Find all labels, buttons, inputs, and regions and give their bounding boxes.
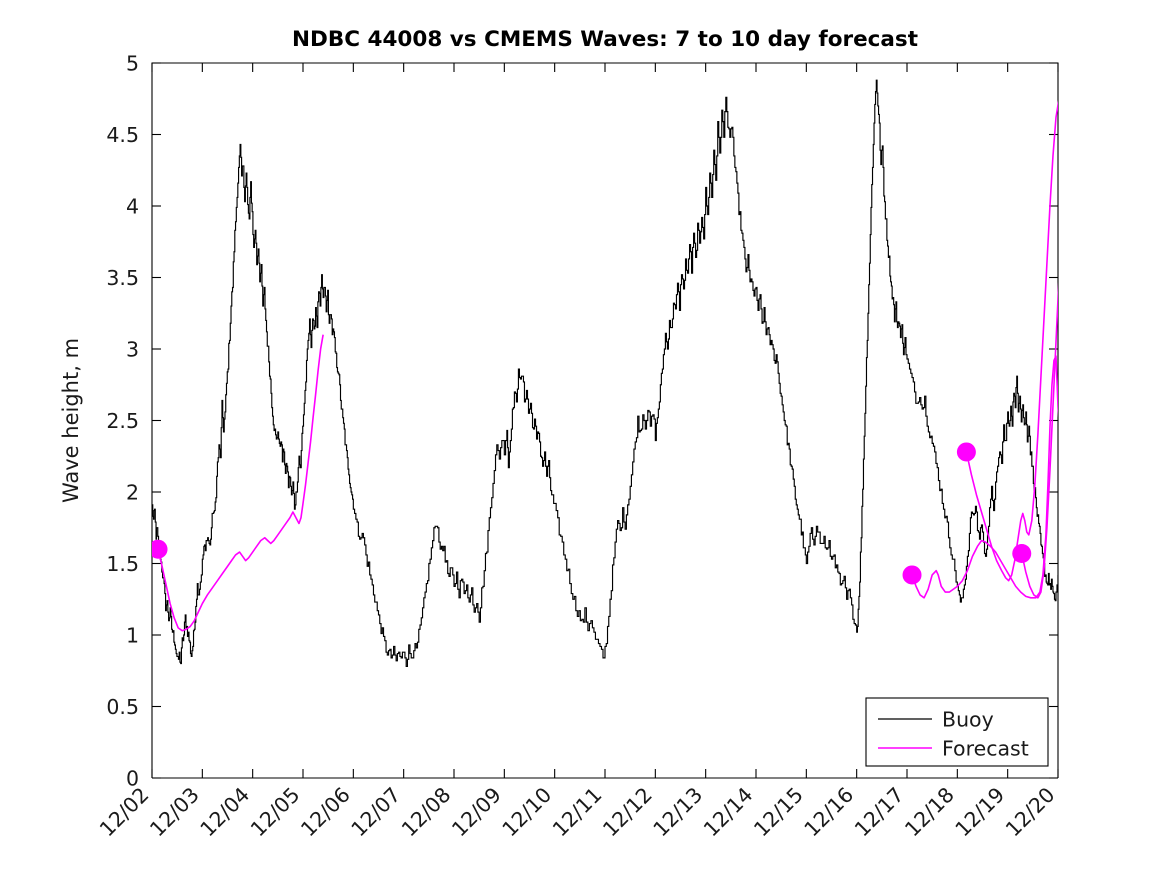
legend-label-buoy: Buoy [942, 708, 994, 732]
x-tick-label-0: 12/02 [95, 783, 154, 842]
x-tick-label-3: 12/05 [246, 783, 305, 842]
data-layer [152, 79, 1058, 668]
x-tick-label-12: 12/14 [699, 783, 758, 842]
y-axis: 0 0.5 1 1.5 2 2.5 3 3.5 4 4.5 5 [106, 52, 1058, 791]
y-tick-label-7: 3.5 [106, 266, 139, 290]
x-tick-label-4: 12/06 [296, 783, 355, 842]
plot-frame [151, 62, 1059, 778]
x-tick-label-1: 12/03 [145, 783, 204, 842]
x-tick-label-8: 12/10 [497, 783, 556, 842]
y-tick-label-8: 4 [126, 195, 139, 219]
chart-title: NDBC 44008 vs CMEMS Waves: 7 to 10 day f… [292, 27, 918, 52]
legend: Buoy Forecast [865, 697, 1049, 767]
x-tick-label-17: 12/19 [950, 783, 1009, 842]
y-tick-label-5: 2.5 [106, 409, 139, 433]
legend-box [865, 697, 1049, 767]
y-tick-label-3: 1.5 [106, 552, 139, 576]
series-forecast-run-2 [911, 355, 1058, 599]
y-tick-label-2: 1 [126, 624, 139, 648]
forecast-start-marker-1 [902, 565, 922, 585]
series-forecast-run-4 [1020, 281, 1058, 599]
y-tick-label-4: 2 [126, 481, 139, 505]
y-tick-label-10: 5 [126, 52, 139, 76]
x-tick-label-5: 12/07 [346, 783, 405, 842]
y-tick-label-0: 0 [126, 767, 139, 791]
x-tick-label-6: 12/08 [397, 783, 456, 842]
x-tick-label-16: 12/18 [900, 783, 959, 842]
x-tick-label-11: 12/13 [648, 783, 707, 842]
y-tick-label-6: 3 [126, 338, 139, 362]
y-tick-label-9: 4.5 [106, 123, 139, 147]
legend-label-forecast: Forecast [942, 737, 1029, 761]
y-axis-label: Wave height, m [59, 338, 83, 503]
x-tick-label-15: 12/17 [850, 783, 909, 842]
y-tick-label-1: 0.5 [106, 695, 139, 719]
x-tick-label-7: 12/09 [447, 783, 506, 842]
forecast-start-marker-0 [152, 539, 168, 559]
series-forecast-run-1 [157, 334, 324, 632]
x-tick-label-18: 12/20 [1001, 783, 1060, 842]
forecast-start-marker-2 [956, 442, 976, 462]
x-tick-label-2: 12/04 [195, 783, 254, 842]
series-buoy [152, 79, 1058, 668]
x-tick-label-9: 12/11 [548, 783, 607, 842]
x-tick-label-10: 12/12 [598, 783, 657, 842]
forecast-start-marker-3 [1012, 543, 1032, 563]
x-tick-label-13: 12/15 [749, 783, 808, 842]
x-tick-label-14: 12/16 [799, 783, 858, 842]
series-forecast-run-3 [965, 99, 1058, 582]
